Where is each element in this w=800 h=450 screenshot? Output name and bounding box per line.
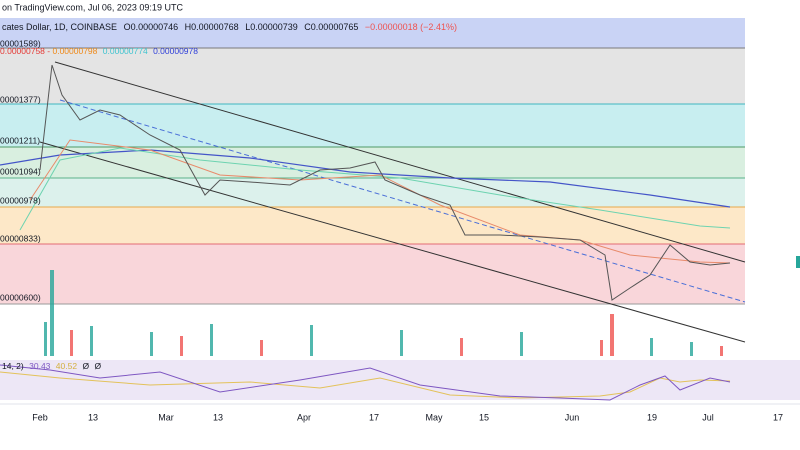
published: on TradingView.com, Jul 06, 2023 09:19 U… xyxy=(2,2,183,12)
band xyxy=(0,207,745,244)
rsi-extra: Ø xyxy=(82,361,89,371)
rsi-extra: Ø xyxy=(94,361,101,371)
rsi-line xyxy=(0,364,731,401)
x-axis-label: Mar xyxy=(158,412,174,422)
band xyxy=(0,18,745,48)
x-axis-label: May xyxy=(425,412,443,422)
price-marker xyxy=(796,256,800,268)
x-axis-label: 13 xyxy=(88,412,98,422)
range-value: 0.00000774 xyxy=(103,46,148,56)
level-label: 00001211) xyxy=(0,135,40,145)
rsi-label: 14, 2) xyxy=(2,361,24,371)
range-value: 0.00000978 xyxy=(153,46,198,56)
level-label: 00000600) xyxy=(0,292,41,302)
volume xyxy=(70,314,723,356)
channel-upper xyxy=(54,61,746,263)
low: L0.00000739 xyxy=(245,22,298,32)
rsi-panel xyxy=(0,360,800,400)
range-label: 0.00000758 - 0.00000798 0.00000774 0.000… xyxy=(0,46,198,56)
x-axis-label: 15 xyxy=(479,412,489,422)
price-path xyxy=(39,64,731,301)
x-axis: Feb 13 Mar 13 Apr 17 May 15 Jun 19 Jul 17 xyxy=(32,412,783,422)
high: H0.00000768 xyxy=(185,22,239,32)
ma-mid xyxy=(19,147,731,231)
open: O0.00000746 xyxy=(124,22,179,32)
symbol: cates Dollar, 1D, COINBASE xyxy=(2,22,117,32)
close: C0.00000765 xyxy=(304,22,358,32)
range-value: 0.00000758 xyxy=(0,46,45,56)
rsi-signal xyxy=(0,371,731,399)
x-axis-label: 17 xyxy=(369,412,379,422)
x-axis-label: 17 xyxy=(773,412,783,422)
x-axis-label: Feb xyxy=(32,412,48,422)
volume xyxy=(44,270,693,356)
rsi-legend: 14, 2) 30.43 40.52 Ø Ø xyxy=(2,361,101,371)
ma-short xyxy=(29,139,731,264)
band xyxy=(0,48,745,104)
rsi-signal: 40.52 xyxy=(56,361,78,371)
band xyxy=(0,178,745,207)
x-axis-label: 19 xyxy=(647,412,657,422)
level-label: 00001589) xyxy=(0,38,41,48)
level-label: 00001094) xyxy=(0,166,41,176)
rsi-value: 30.43 xyxy=(29,361,51,371)
level-label: 00000833) xyxy=(0,233,41,243)
x-axis-label: Apr xyxy=(297,412,311,422)
sep: - xyxy=(45,46,53,56)
band xyxy=(0,244,745,304)
level-label: 00001377) xyxy=(0,94,41,104)
channel-lower xyxy=(39,141,746,343)
ma-long xyxy=(0,149,731,208)
level-label: 00000978) xyxy=(0,195,41,205)
x-axis-label: 13 xyxy=(213,412,223,422)
band xyxy=(0,104,745,147)
x-axis-label: Jul xyxy=(702,412,714,422)
symbol-line: cates Dollar, 1D, COINBASE O0.00000746 H… xyxy=(2,22,457,32)
range-value: 0.00000798 xyxy=(52,46,97,56)
x-axis-label: Jun xyxy=(565,412,580,422)
change: −0.00000018 (−2.41%) xyxy=(365,22,457,32)
channel-mid xyxy=(59,99,746,303)
